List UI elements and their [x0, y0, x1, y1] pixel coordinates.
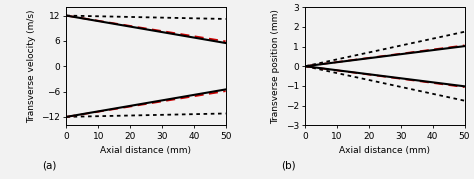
X-axis label: Axial distance (mm): Axial distance (mm)	[339, 146, 430, 155]
Text: (b): (b)	[282, 161, 296, 171]
Y-axis label: Transverse position (mm): Transverse position (mm)	[271, 9, 280, 124]
Y-axis label: Transverse velocity (m/s): Transverse velocity (m/s)	[27, 9, 36, 123]
Text: (a): (a)	[43, 161, 57, 171]
X-axis label: Axial distance (mm): Axial distance (mm)	[100, 146, 191, 155]
